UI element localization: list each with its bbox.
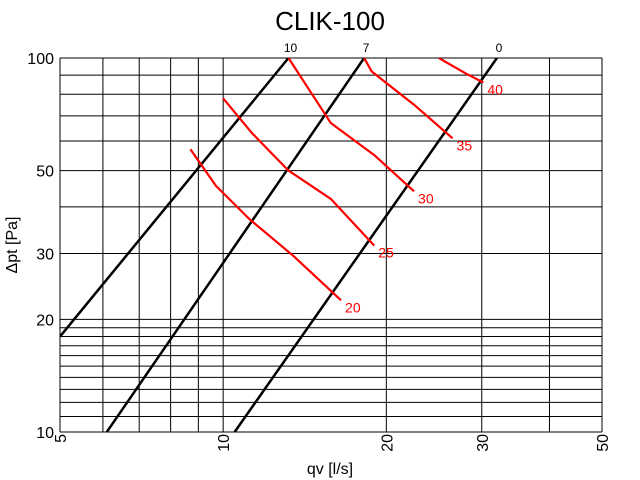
x-tick-label: 20 xyxy=(379,434,396,452)
x-tick-label: 30 xyxy=(475,434,492,452)
x-tick-label: 10 xyxy=(216,434,233,452)
system-curve-label: 0 xyxy=(496,41,503,55)
operating-curve-label: 35 xyxy=(457,137,473,153)
system-curve-7 xyxy=(105,58,366,432)
y-tick-label: 30 xyxy=(36,247,54,264)
x-axis-label: qv [l/s] xyxy=(307,461,353,478)
x-tick-label: 50 xyxy=(595,434,612,452)
operating-curve-label: 30 xyxy=(418,190,434,206)
y-tick-label: 100 xyxy=(27,51,54,68)
operating-curve-40 xyxy=(438,58,484,84)
grid xyxy=(59,57,603,433)
operating-curve-label: 25 xyxy=(378,245,394,261)
operating-curve-35 xyxy=(363,58,454,140)
y-tick-label: 20 xyxy=(36,312,54,329)
system-curve-10 xyxy=(60,58,290,338)
curves xyxy=(60,58,498,432)
x-tick-label: 5 xyxy=(53,434,70,443)
operating-curve-20 xyxy=(189,148,342,302)
system-curve-label: 7 xyxy=(363,41,370,55)
system-curve-label: 10 xyxy=(284,41,298,55)
operating-curve-label: 20 xyxy=(345,299,361,315)
chart-title: CLIK-100 xyxy=(275,6,385,36)
y-tick-label: 50 xyxy=(36,164,54,181)
y-tick-label: 10 xyxy=(36,425,54,442)
system-curve-0 xyxy=(233,58,498,432)
operating-curve-30 xyxy=(287,58,415,193)
operating-curve-label: 40 xyxy=(487,81,503,97)
y-axis-label: Δpt [Pa] xyxy=(4,217,21,274)
operating-curve-25 xyxy=(222,97,376,247)
